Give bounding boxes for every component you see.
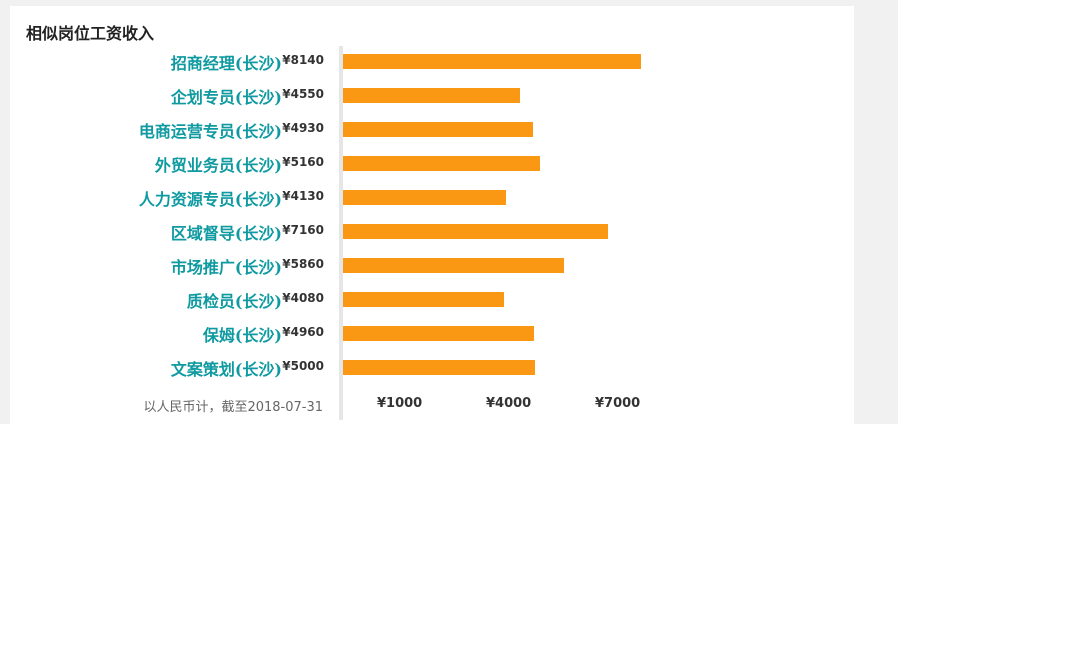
job-title-link[interactable]: 文案策划(长沙) (170, 360, 282, 379)
salary-row: 市场推广(长沙) ¥5860 (10, 256, 830, 277)
salary-value-label: ¥5860 (282, 257, 324, 271)
x-axis-tick-label: ¥7000 (595, 396, 641, 411)
job-title-link[interactable]: 保姆(长沙) (202, 326, 282, 345)
x-axis-tick-label: ¥4000 (486, 396, 532, 411)
salary-bar (343, 292, 504, 307)
job-title-link[interactable]: 电商运营专员(长沙) (138, 122, 282, 141)
salary-row: 文案策划(长沙) ¥5000 (10, 358, 830, 379)
salary-value-label: ¥4930 (282, 121, 324, 135)
job-title-link[interactable]: 企划专员(长沙) (170, 88, 282, 107)
x-axis-tick-label: ¥1000 (377, 396, 423, 411)
salary-row: 人力资源专员(长沙) ¥4130 (10, 188, 830, 209)
salary-value-label: ¥8140 (282, 53, 324, 67)
job-title-link[interactable]: 外贸业务员(长沙) (154, 156, 282, 175)
salary-bar (343, 224, 608, 239)
salary-row: 区域督导(长沙) ¥7160 (10, 222, 830, 243)
salary-bar (343, 326, 534, 341)
job-title-link[interactable]: 区域督导(长沙) (170, 224, 282, 243)
job-title-link[interactable]: 市场推广(长沙) (170, 258, 282, 277)
salary-value-label: ¥5000 (282, 359, 324, 373)
salary-bar (343, 88, 520, 103)
salary-row: 企划专员(长沙) ¥4550 (10, 86, 830, 107)
salary-bar (343, 190, 506, 205)
salary-row: 保姆(长沙) ¥4960 (10, 324, 830, 345)
salary-value-label: ¥4960 (282, 325, 324, 339)
salary-bar (343, 122, 533, 137)
salary-value-label: ¥5160 (282, 155, 324, 169)
currency-footnote: 以人民币计，截至2018-07-31 (143, 400, 323, 415)
salary-row: 招商经理(长沙) ¥8140 (10, 52, 830, 73)
job-title-link[interactable]: 质检员(长沙) (186, 292, 282, 311)
job-title-link[interactable]: 招商经理(长沙) (170, 54, 282, 73)
salary-row: 外贸业务员(长沙) ¥5160 (10, 154, 830, 175)
salary-value-label: ¥4080 (282, 291, 324, 305)
salary-card: 相似岗位工资收入 招商经理(长沙) ¥8140 企划专员(长沙) ¥4550 电商运营专… (10, 6, 854, 424)
job-title-link[interactable]: 人力资源专员(长沙) (138, 190, 282, 209)
salary-row: 质检员(长沙) ¥4080 (10, 290, 830, 311)
card-title: 相似岗位工资收入 (26, 24, 155, 43)
salary-bar (343, 156, 540, 171)
salary-value-label: ¥7160 (282, 223, 324, 237)
salary-value-label: ¥4130 (282, 189, 324, 203)
salary-bar (343, 258, 564, 273)
salary-bar (343, 54, 641, 69)
chart-axis-line (339, 46, 343, 420)
salary-value-label: ¥4550 (282, 87, 324, 101)
salary-bar (343, 360, 535, 375)
salary-row: 电商运营专员(长沙) ¥4930 (10, 120, 830, 141)
